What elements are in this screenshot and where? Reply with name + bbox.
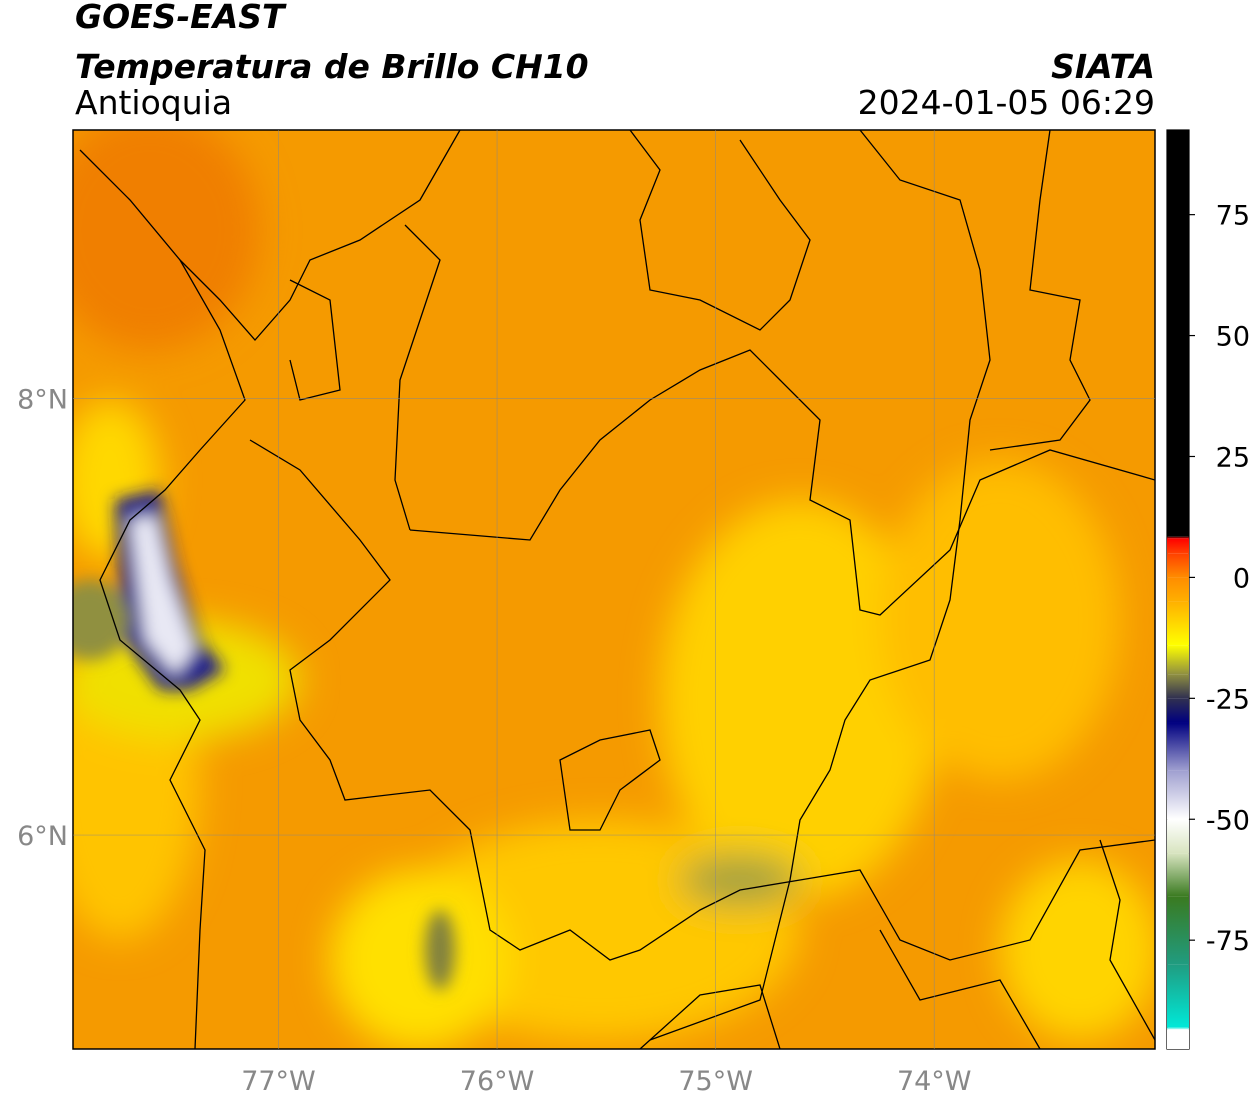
colorbar-tick-label: -50: [1206, 805, 1250, 836]
map-frame: [72, 129, 1156, 1050]
y-tick-label: 8°N: [17, 384, 68, 415]
colorbar-tick-label: 0: [1233, 563, 1250, 594]
colorbar-segment: [1167, 853, 1189, 897]
colorbar-segment: [1167, 770, 1189, 820]
x-tick-label: 74°W: [897, 1066, 972, 1097]
colorbar-segment: [1167, 896, 1189, 965]
region: Antioquia: [75, 83, 232, 122]
subtitle: Temperatura de Brillo CH10: [75, 47, 589, 86]
map-image: [73, 130, 1155, 1049]
colorbar-segment: [1167, 601, 1189, 646]
colorbar-tick-label: 50: [1216, 322, 1250, 353]
title: GOES-EAST: [75, 0, 287, 36]
colorbar-tick-label: 25: [1216, 442, 1250, 473]
colorbar-segment: [1167, 645, 1189, 675]
colorbar-segment: [1167, 577, 1189, 602]
source: SIATA: [1051, 47, 1155, 86]
colorbar-segment: [1167, 536, 1189, 539]
colorbar-segment: [1167, 538, 1189, 554]
colorbar-tick-label: -75: [1206, 926, 1250, 957]
colorbar-segment: [1167, 674, 1189, 699]
colorbar-segment: [1167, 553, 1189, 578]
colorbar-segment: [1167, 819, 1189, 854]
colorbar-segment: [1167, 1029, 1189, 1049]
colorbar-segment: [1167, 1027, 1189, 1030]
colorbar-tick-label: -25: [1206, 684, 1250, 715]
x-tick-label: 76°W: [460, 1066, 535, 1097]
datetime: 2024-01-05 06:29: [858, 83, 1155, 122]
colorbar-segment: [1167, 722, 1189, 771]
colorbar-segment: [1167, 964, 1189, 1028]
colorbar-segment: [1167, 698, 1189, 723]
x-tick-label: 77°W: [241, 1066, 316, 1097]
colorbar-segment: [1167, 130, 1189, 537]
y-tick-label: 6°N: [17, 821, 68, 852]
colorbar-tick-label: 75: [1216, 201, 1250, 232]
x-tick-label: 75°W: [678, 1066, 753, 1097]
